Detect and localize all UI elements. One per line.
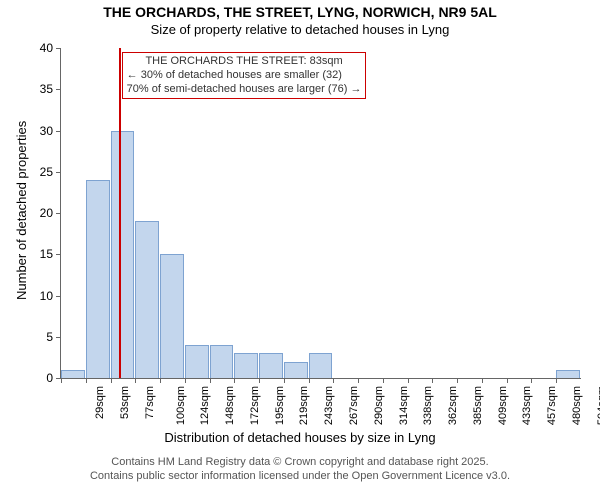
x-tick (309, 378, 310, 383)
annotation-line: ← 30% of detached houses are smaller (32… (127, 69, 362, 83)
y-tick-label: 5 (46, 330, 61, 344)
x-tick-label: 433sqm (521, 386, 533, 425)
attribution-line-1: Contains HM Land Registry data © Crown c… (0, 455, 600, 469)
x-tick-label: 100sqm (175, 386, 187, 425)
histogram-bar (111, 131, 135, 379)
x-tick (259, 378, 260, 383)
plot-area: 051015202530354029sqm53sqm77sqm100sqm124… (60, 48, 581, 379)
x-tick (86, 378, 87, 383)
y-tick-label: 10 (40, 289, 61, 303)
x-tick (333, 378, 334, 383)
annotation-box: THE ORCHARDS THE STREET: 83sqm← 30% of d… (122, 52, 367, 99)
y-tick-label: 25 (40, 165, 61, 179)
annotation-line: THE ORCHARDS THE STREET: 83sqm (127, 55, 362, 69)
x-tick-label: 243sqm (323, 386, 335, 425)
x-tick (358, 378, 359, 383)
chart-title: THE ORCHARDS, THE STREET, LYNG, NORWICH,… (0, 4, 600, 20)
x-tick-label: 53sqm (119, 386, 131, 419)
annotation-line: 70% of semi-detached houses are larger (… (127, 83, 362, 97)
x-tick-label: 172sqm (249, 386, 261, 425)
histogram-bar (160, 254, 184, 378)
x-tick-label: 362sqm (447, 386, 459, 425)
x-tick (457, 378, 458, 383)
histogram-bar (284, 362, 308, 379)
x-tick-label: 148sqm (224, 386, 236, 425)
x-tick (482, 378, 483, 383)
attribution: Contains HM Land Registry data © Crown c… (0, 455, 600, 484)
y-tick-label: 15 (40, 247, 61, 261)
x-tick (185, 378, 186, 383)
x-tick-label: 504sqm (596, 386, 600, 425)
x-tick-label: 195sqm (274, 386, 286, 425)
histogram-bar (259, 353, 283, 378)
histogram-bar (234, 353, 258, 378)
x-tick-label: 267sqm (348, 386, 360, 425)
x-tick (507, 378, 508, 383)
y-tick-label: 0 (46, 371, 61, 385)
x-tick-label: 480sqm (571, 386, 583, 425)
x-tick-label: 338sqm (422, 386, 434, 425)
x-tick (61, 378, 62, 383)
x-tick-label: 314sqm (398, 386, 410, 425)
x-tick-label: 409sqm (497, 386, 509, 425)
x-axis-label: Distribution of detached houses by size … (0, 430, 600, 445)
x-tick-label: 29sqm (94, 386, 106, 419)
histogram-bar (135, 221, 159, 378)
x-tick (432, 378, 433, 383)
histogram-bar (556, 370, 580, 378)
x-tick-label: 457sqm (546, 386, 558, 425)
x-tick (556, 378, 557, 383)
x-tick (234, 378, 235, 383)
y-tick-label: 20 (40, 206, 61, 220)
histogram-bar (61, 370, 85, 378)
y-axis-label: Number of detached properties (14, 121, 29, 300)
histogram-bar (86, 180, 110, 378)
histogram-bar (185, 345, 209, 378)
chart-container: { "layout": { "canvas_width": 600, "canv… (0, 0, 600, 500)
x-tick (135, 378, 136, 383)
x-tick (284, 378, 285, 383)
x-tick (210, 378, 211, 383)
x-tick (160, 378, 161, 383)
chart-subtitle: Size of property relative to detached ho… (0, 22, 600, 37)
x-tick-label: 77sqm (144, 386, 156, 419)
y-tick-label: 30 (40, 124, 61, 138)
histogram-bar (309, 353, 333, 378)
x-tick (383, 378, 384, 383)
x-tick (111, 378, 112, 383)
y-tick-label: 35 (40, 82, 61, 96)
x-tick-label: 219sqm (299, 386, 311, 425)
x-tick (408, 378, 409, 383)
y-tick-label: 40 (40, 41, 61, 55)
histogram-bar (210, 345, 234, 378)
x-tick (531, 378, 532, 383)
x-tick-label: 290sqm (373, 386, 385, 425)
x-tick-label: 385sqm (472, 386, 484, 425)
x-tick-label: 124sqm (200, 386, 212, 425)
attribution-line-2: Contains public sector information licen… (0, 469, 600, 483)
